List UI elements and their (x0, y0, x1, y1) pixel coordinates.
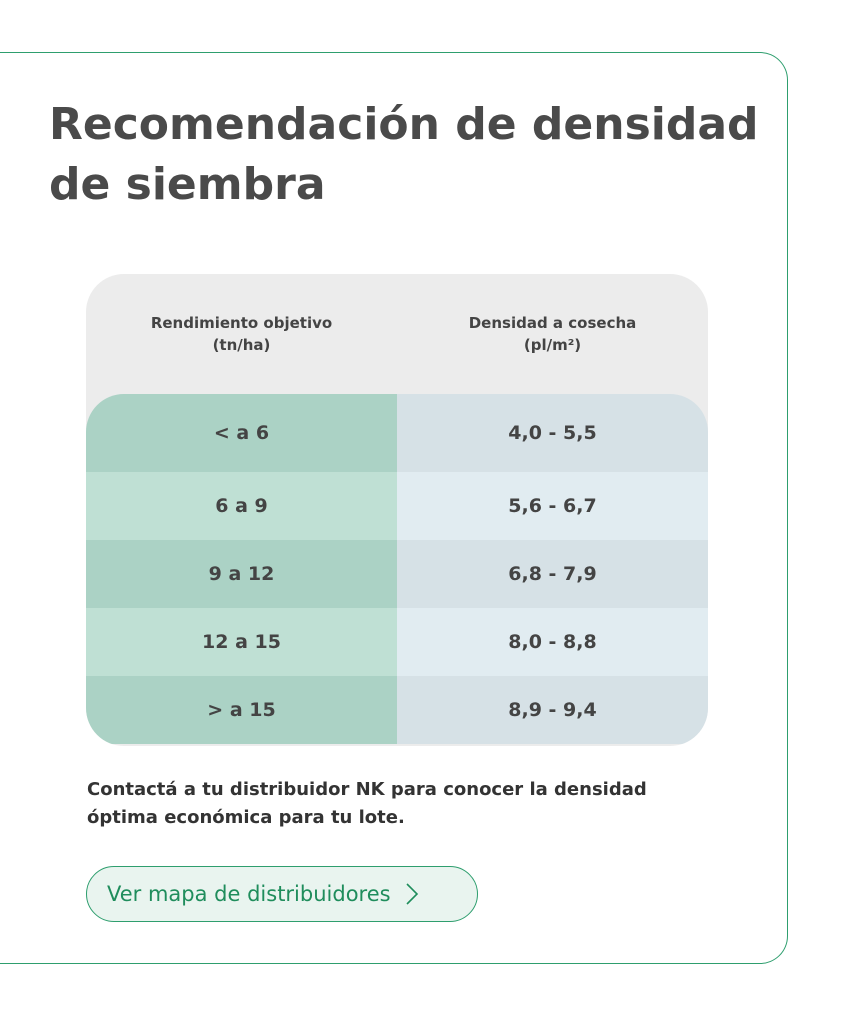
table-row: 12 a 15 8,0 - 8,8 (86, 608, 708, 676)
header-cell: Rendimiento objetivo (tn/ha) (150, 314, 333, 354)
table-cell: 4,0 - 5,5 (397, 394, 708, 472)
table-row: > a 15 8,9 - 9,4 (86, 676, 708, 744)
table-cell: > a 15 (86, 676, 397, 744)
distributors-button[interactable]: Ver mapa de distribuidores (86, 866, 478, 922)
table-row: 6 a 9 5,6 - 6,7 (86, 472, 708, 540)
chevron-icon (406, 883, 418, 905)
table-cell: 9 a 12 (86, 540, 397, 608)
table-header: Rendimiento objetivo (tn/ha) Densidad a … (86, 274, 708, 394)
header-cell: Densidad a cosecha (pl/m²) (468, 314, 637, 354)
button-label: Ver mapa de distribuidores (107, 882, 391, 906)
table-cell: 8,0 - 8,8 (397, 608, 708, 676)
table-row: 9 a 12 6,8 - 7,9 (86, 540, 708, 608)
table-cell: < a 6 (86, 394, 397, 472)
table-cell: 6 a 9 (86, 472, 397, 540)
table-row: < a 6 4,0 - 5,5 (86, 394, 708, 472)
note: Contactá a tu distribuidor NK para conoc… (87, 779, 647, 828)
table-cell: 6,8 - 7,9 (397, 540, 708, 608)
table-cell: 8,9 - 9,4 (397, 676, 708, 744)
card (0, 52, 788, 964)
table-cell: 5,6 - 6,7 (397, 472, 708, 540)
density-table: Rendimiento objetivo (tn/ha) Densidad a … (86, 274, 708, 746)
table-body: < a 6 4,0 - 5,5 6 a 9 5,6 - 6,7 9 a 12 6,8 - … (86, 394, 708, 744)
table-cell: 12 a 15 (86, 608, 397, 676)
title: Recomendación de densidad de siembra (49, 99, 759, 210)
